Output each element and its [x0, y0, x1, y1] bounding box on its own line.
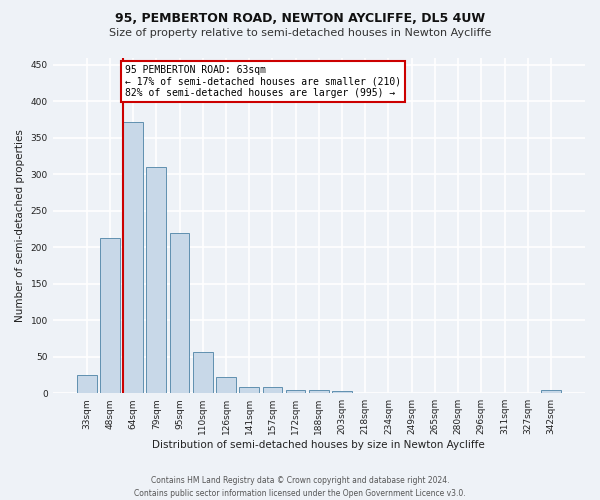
Text: Size of property relative to semi-detached houses in Newton Aycliffe: Size of property relative to semi-detach… [109, 28, 491, 38]
Bar [146, 167, 166, 393]
Bar [286, 390, 305, 393]
Text: 95 PEMBERTON ROAD: 63sqm
← 17% of semi-detached houses are smaller (210)
82% of : 95 PEMBERTON ROAD: 63sqm ← 17% of semi-d… [125, 65, 401, 98]
Bar [309, 390, 329, 393]
Y-axis label: Number of semi-detached properties: Number of semi-detached properties [15, 129, 25, 322]
Bar [216, 377, 236, 393]
Bar [100, 238, 120, 393]
Bar [263, 388, 282, 393]
Bar [170, 232, 190, 393]
Bar [77, 375, 97, 393]
Text: Contains HM Land Registry data © Crown copyright and database right 2024.
Contai: Contains HM Land Registry data © Crown c… [134, 476, 466, 498]
X-axis label: Distribution of semi-detached houses by size in Newton Aycliffe: Distribution of semi-detached houses by … [152, 440, 485, 450]
Bar [541, 390, 561, 393]
Bar [332, 391, 352, 393]
Text: 95, PEMBERTON ROAD, NEWTON AYCLIFFE, DL5 4UW: 95, PEMBERTON ROAD, NEWTON AYCLIFFE, DL5… [115, 12, 485, 26]
Bar [193, 352, 212, 393]
Bar [123, 122, 143, 393]
Bar [239, 386, 259, 393]
